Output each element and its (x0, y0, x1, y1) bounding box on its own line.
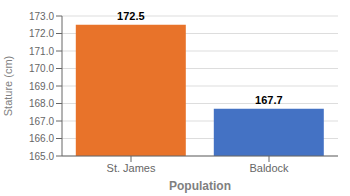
svg-text:171.0: 171.0 (29, 46, 54, 57)
svg-text:170.0: 170.0 (29, 63, 54, 74)
svg-text:St. James: St. James (107, 162, 156, 174)
svg-text:169.0: 169.0 (29, 81, 54, 92)
svg-text:Baldock: Baldock (249, 162, 289, 174)
svg-text:173.0: 173.0 (29, 11, 54, 22)
svg-text:165.0: 165.0 (29, 151, 54, 162)
svg-text:166.0: 166.0 (29, 133, 54, 144)
svg-text:Population: Population (169, 179, 231, 193)
svg-text:167.7: 167.7 (255, 94, 283, 106)
svg-text:168.0: 168.0 (29, 98, 54, 109)
svg-text:167.0: 167.0 (29, 116, 54, 127)
svg-text:Stature (cm): Stature (cm) (8, 56, 14, 117)
svg-text:172.5: 172.5 (117, 10, 145, 22)
svg-text:172.0: 172.0 (29, 28, 54, 39)
